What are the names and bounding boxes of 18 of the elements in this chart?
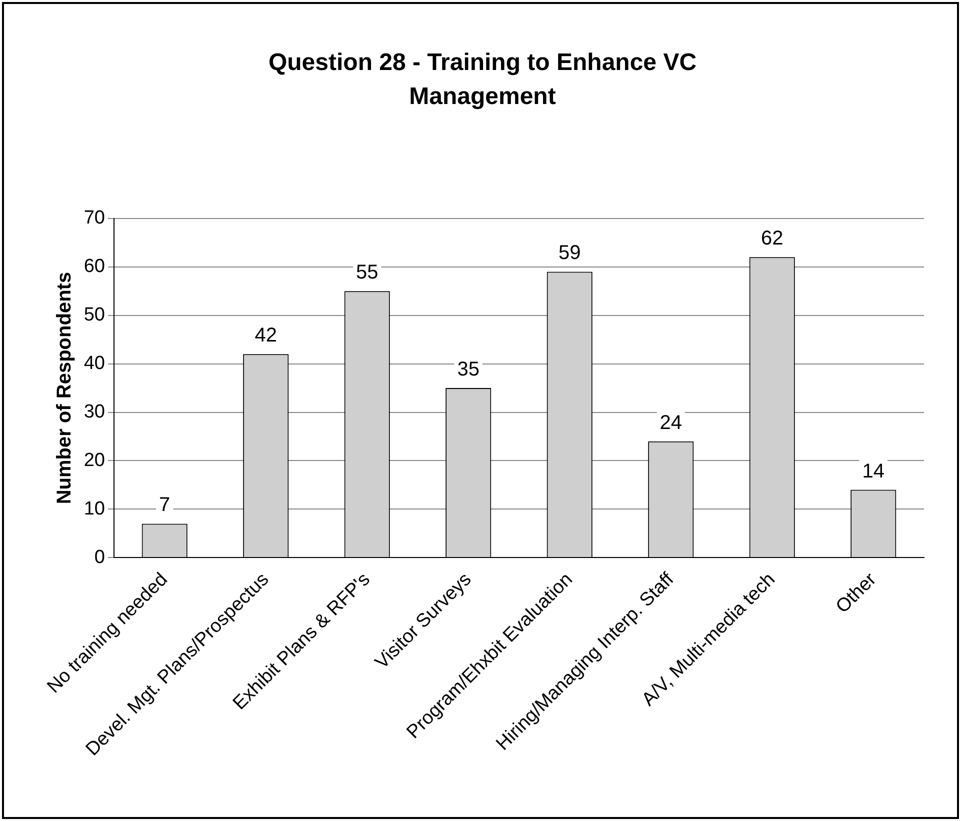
data-label: 7 [159, 494, 170, 516]
y-tick-label: 70 [84, 208, 105, 229]
data-label: 24 [660, 412, 682, 434]
y-tick-label: 50 [84, 304, 105, 326]
data-label: 14 [862, 460, 884, 482]
y-tick-label: 30 [84, 401, 105, 422]
data-label: 59 [558, 242, 581, 264]
y-axis-title: Number of Respondents [53, 272, 76, 504]
data-label: 35 [457, 358, 480, 381]
y-tick-label: 20 [84, 450, 105, 471]
y-tick-label: 60 [84, 256, 105, 278]
data-label: 62 [760, 228, 784, 250]
y-tick-label: 10 [84, 498, 105, 520]
chart-title: Question 28 - Training to Enhance VC Management [267, 48, 698, 112]
y-tick-label: 40 [84, 353, 105, 374]
y-tick-label: 0 [94, 546, 105, 568]
data-label: 42 [254, 324, 277, 347]
data-label: 55 [356, 262, 378, 284]
